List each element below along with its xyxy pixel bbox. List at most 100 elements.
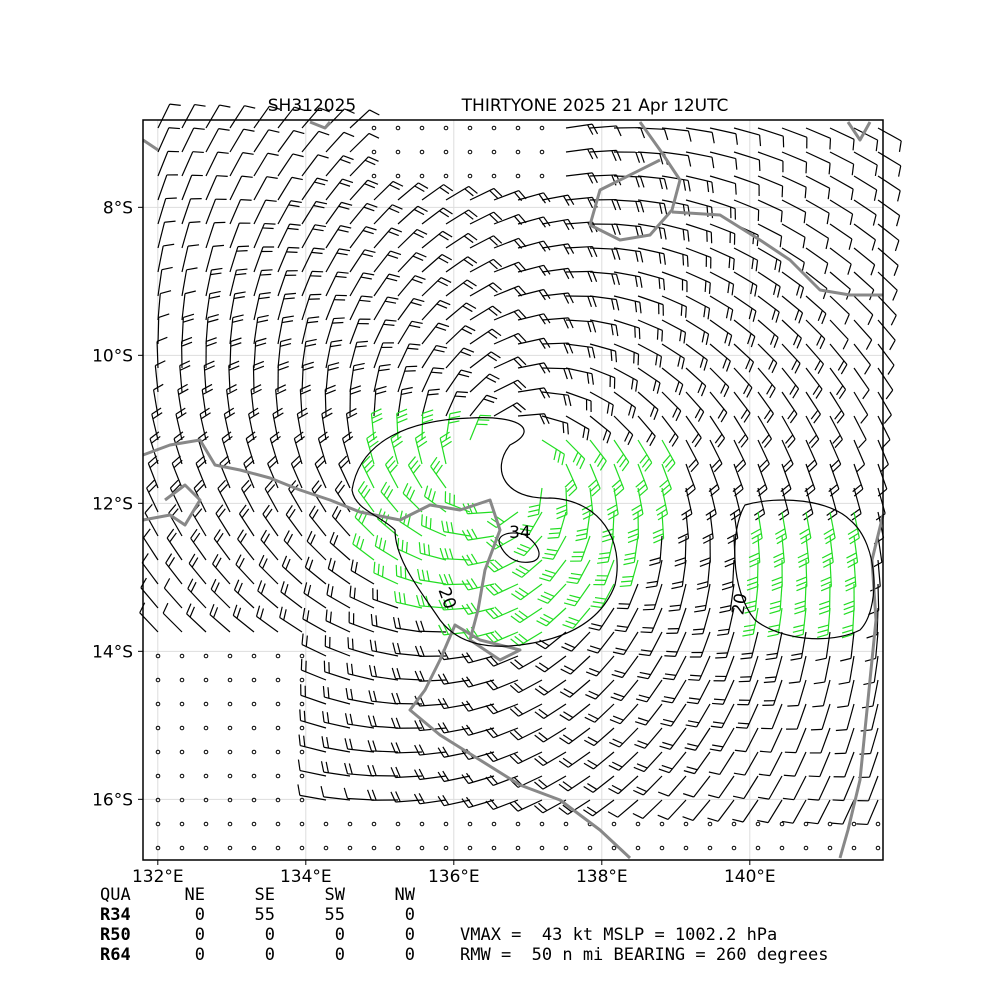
barb-flag [714, 699, 725, 700]
barb-flag [611, 350, 612, 361]
barb-flag [733, 259, 734, 270]
barb-flag [729, 257, 730, 268]
y-tick-label: 16°S [92, 790, 133, 810]
y-tick-label: 8°S [103, 198, 133, 218]
barb-flag [806, 162, 807, 173]
y-tick-label: 12°S [92, 494, 133, 514]
table-cell: R34 [100, 905, 131, 925]
barb-shaft [542, 368, 569, 369]
barb-flag [738, 723, 749, 724]
table-cell: 0 [335, 925, 345, 945]
table-cell: 0 [405, 945, 415, 965]
barb-flag [787, 705, 798, 706]
barb-flag [422, 514, 423, 525]
table-cell: R50 [100, 925, 131, 945]
barb-flag [348, 637, 349, 648]
barb-flag [759, 160, 760, 171]
barb-flag [735, 184, 736, 195]
x-tick-label: 140°E [724, 867, 776, 887]
table-cell: 0 [405, 925, 415, 945]
barb-flag [169, 128, 180, 129]
barb-shaft [685, 536, 686, 563]
x-tick-label: 134°E [280, 867, 332, 887]
barb-flag [683, 254, 684, 265]
barb-flag [332, 322, 343, 323]
barb-flag [455, 396, 466, 397]
barb-flag [709, 283, 710, 294]
contour-label: 20 [728, 592, 751, 617]
barb-flag [811, 729, 822, 730]
table-cell: 0 [265, 945, 275, 965]
table-cell: 0 [195, 945, 205, 965]
y-tick-label: 10°S [92, 346, 133, 366]
barb-flag [681, 305, 682, 316]
barb-flag [406, 542, 407, 553]
barb-flag [352, 639, 353, 650]
barb-flag [705, 281, 706, 292]
barb-flag [688, 680, 699, 681]
table-cell: 55 [325, 905, 345, 925]
barb-flag [334, 318, 345, 319]
map-title: THIRTYONE 2025 21 Apr 12UTC [461, 96, 729, 116]
barb-flag [622, 576, 633, 577]
barb-flag [664, 656, 675, 657]
table-cell: 0 [405, 905, 415, 925]
barb-flag [548, 538, 559, 539]
barb-flag [712, 703, 723, 704]
barb-flag [457, 392, 468, 393]
x-tick-label: 132°E [132, 867, 184, 887]
table-header: QUA [100, 885, 131, 905]
barb-flag [662, 330, 663, 341]
barb-flag [715, 657, 726, 658]
barb-flag [830, 138, 831, 149]
barb-flag [717, 653, 728, 654]
barb-flag [193, 152, 204, 153]
barb-flag [261, 270, 272, 271]
table-header: SE [255, 885, 275, 905]
barb-flag [666, 651, 677, 652]
barb-flag [241, 200, 252, 201]
barb-flag [642, 628, 653, 629]
summary-line: VMAX = 43 kt MSLP = 1002.2 hPa [460, 925, 777, 945]
summary-line: RMW = 50 n mi BEARING = 260 degrees [460, 945, 828, 965]
barb-flag [260, 274, 271, 275]
barb-shaft [757, 560, 758, 587]
barb-flag [641, 632, 652, 633]
y-tick-label: 14°S [92, 642, 133, 662]
barb-flag [620, 586, 631, 587]
table-header: NE [185, 885, 205, 905]
barb-flag [833, 800, 844, 801]
barb-flag [238, 246, 249, 247]
barb-flag [568, 423, 569, 434]
barb-flag [304, 711, 305, 722]
table-header: NW [395, 885, 416, 905]
table-header: SW [325, 885, 346, 905]
barb-flag [736, 727, 747, 728]
barb-flag [426, 516, 427, 527]
barb-flag [549, 533, 560, 534]
barb-flag [857, 824, 868, 825]
barb-shaft [878, 584, 879, 611]
table-cell: 55 [255, 905, 275, 925]
barb-flag [236, 251, 247, 252]
barb-flag [402, 540, 403, 551]
barb-flag [264, 224, 275, 225]
barb-flag [300, 709, 301, 720]
barb-flag [288, 247, 299, 248]
table-cell: 0 [195, 925, 205, 945]
barb-flag [563, 422, 564, 433]
contour-label: 34 [509, 523, 531, 543]
barb-flag [166, 198, 177, 199]
barb-flag [686, 307, 687, 318]
barb-flag [263, 228, 274, 229]
barb-flag [687, 256, 688, 267]
barb-flag [690, 675, 701, 676]
barb-flag [430, 518, 431, 529]
table-cell: R64 [100, 945, 131, 965]
table-cell: 0 [335, 945, 345, 965]
x-tick-label: 138°E [576, 867, 628, 887]
barb-shaft [158, 317, 159, 344]
barb-flag [189, 222, 200, 223]
